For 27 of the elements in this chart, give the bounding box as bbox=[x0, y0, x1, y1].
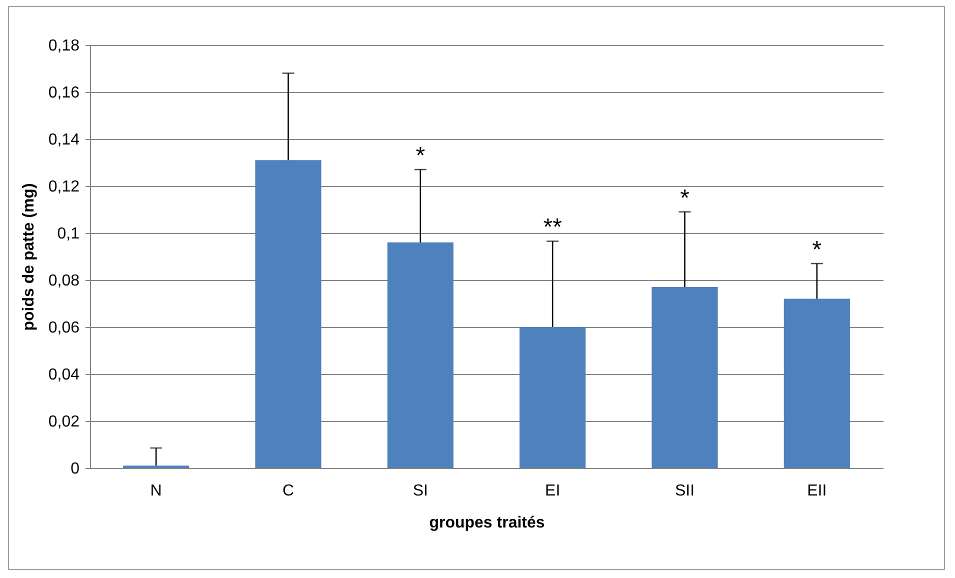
y-tick-label: 0,18 bbox=[48, 38, 80, 54]
bar bbox=[520, 327, 586, 468]
bar bbox=[784, 298, 850, 468]
annotation: ** bbox=[543, 214, 562, 242]
bar bbox=[652, 287, 718, 468]
y-tick-label: 0 bbox=[70, 460, 80, 478]
y-tick-label: 0,04 bbox=[48, 366, 80, 384]
x-tick-label: EII bbox=[807, 482, 827, 500]
x-tick-label: C bbox=[282, 482, 294, 500]
bar bbox=[255, 160, 322, 468]
annotation: * bbox=[416, 142, 426, 170]
x-tick-label: SII bbox=[674, 482, 695, 500]
annotation: * bbox=[812, 236, 822, 264]
annotation: * bbox=[680, 184, 690, 212]
x-axis-title: groupes traités bbox=[429, 514, 545, 532]
y-tick-label: 0,16 bbox=[48, 84, 80, 102]
x-tick-label: SI bbox=[412, 482, 428, 500]
x-tick-label: N bbox=[150, 482, 162, 500]
y-tick-label: 0,08 bbox=[48, 272, 80, 290]
y-tick-label: 0,1 bbox=[57, 226, 80, 242]
y-tick-label: 0,06 bbox=[48, 320, 80, 336]
y-axis-title: poids de patte (mg) bbox=[20, 183, 38, 331]
y-tick-label: 0,14 bbox=[48, 132, 80, 148]
x-tick-label: EI bbox=[545, 482, 560, 500]
y-tick-label: 0,02 bbox=[48, 414, 80, 430]
y-tick-label: 0,12 bbox=[48, 178, 80, 196]
bar bbox=[387, 242, 454, 468]
